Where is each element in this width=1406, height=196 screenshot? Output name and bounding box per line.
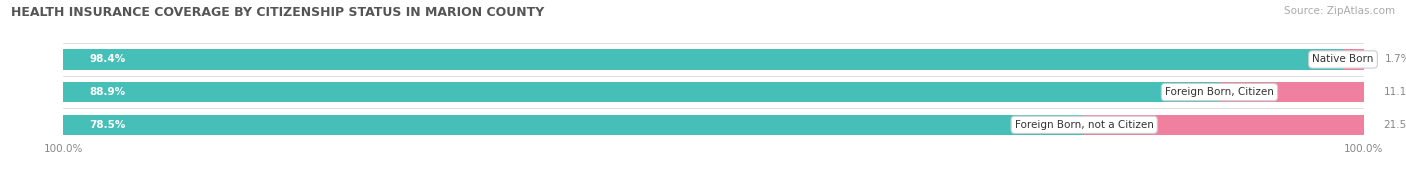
- Text: 88.9%: 88.9%: [90, 87, 125, 97]
- Bar: [63, 115, 1084, 135]
- Bar: [63, 49, 1364, 70]
- Bar: [1343, 49, 1365, 70]
- Text: 11.1%: 11.1%: [1384, 87, 1406, 97]
- Bar: [63, 82, 1219, 102]
- Bar: [63, 82, 1364, 102]
- Text: 21.5%: 21.5%: [1384, 120, 1406, 130]
- Text: Source: ZipAtlas.com: Source: ZipAtlas.com: [1284, 6, 1395, 16]
- Bar: [63, 49, 1343, 70]
- Bar: [1219, 82, 1364, 102]
- Text: Foreign Born, not a Citizen: Foreign Born, not a Citizen: [1015, 120, 1154, 130]
- Text: Foreign Born, Citizen: Foreign Born, Citizen: [1166, 87, 1274, 97]
- Text: 1.7%: 1.7%: [1385, 54, 1406, 64]
- Text: 98.4%: 98.4%: [90, 54, 125, 64]
- Bar: [1084, 115, 1364, 135]
- Text: 78.5%: 78.5%: [90, 120, 125, 130]
- Text: HEALTH INSURANCE COVERAGE BY CITIZENSHIP STATUS IN MARION COUNTY: HEALTH INSURANCE COVERAGE BY CITIZENSHIP…: [11, 6, 544, 19]
- Bar: [63, 115, 1364, 135]
- Text: Native Born: Native Born: [1312, 54, 1374, 64]
